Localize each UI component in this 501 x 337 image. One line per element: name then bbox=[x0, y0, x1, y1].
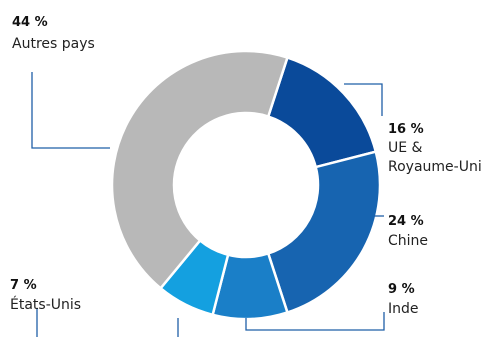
label-name-autres: Autres pays bbox=[12, 36, 95, 52]
leader-line-autres bbox=[31, 72, 110, 149]
slice-chine bbox=[266, 150, 382, 315]
label-value-autres: 44 % bbox=[12, 15, 48, 30]
leader-line-inde bbox=[245, 312, 385, 331]
label-name-etats-unis: États-Unis bbox=[10, 296, 81, 313]
slice-ue-royaume-uni bbox=[266, 55, 378, 169]
label-value-inde: 9 % bbox=[388, 282, 415, 297]
label-name-chine: Chine bbox=[388, 233, 428, 249]
slice-autres-pays bbox=[110, 49, 289, 291]
leader-line-ue bbox=[344, 83, 383, 116]
label-name-ue-line2: Royaume-Uni bbox=[388, 159, 482, 175]
donut-slices bbox=[110, 49, 382, 321]
label-value-etats-unis: 7 % bbox=[10, 278, 37, 293]
label-value-chine: 24 % bbox=[388, 214, 424, 229]
label-name-ue: UE & bbox=[388, 140, 423, 156]
label-value-ue: 16 % bbox=[388, 122, 424, 137]
label-name-inde: Inde bbox=[388, 301, 419, 317]
